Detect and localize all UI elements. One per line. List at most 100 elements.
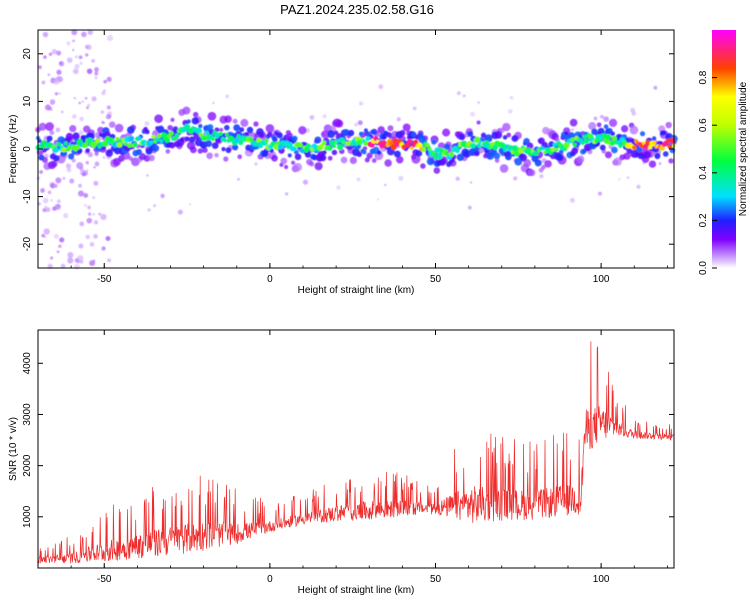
spectrogram-noise-blob (107, 258, 112, 263)
spectrogram-band-blob (319, 154, 327, 162)
spectrogram-band-blob (168, 142, 176, 149)
spectrogram-ridge-blob (427, 147, 432, 152)
spectrogram-noise-blob (284, 192, 289, 196)
spectrogram-noise-blob (653, 85, 658, 90)
spectrogram-halo-blob (506, 132, 512, 138)
spectrogram-halo-blob (271, 154, 278, 162)
spectrogram-noise-blob (593, 116, 598, 121)
spectrogram-ridge-blob (137, 136, 142, 141)
spectrogram-band-blob (37, 138, 42, 144)
spectrogram-ridge-blob (416, 142, 423, 148)
spectrogram-noise-blob (76, 260, 81, 264)
spectrogram-ridge-blob (363, 140, 369, 146)
spectrogram-halo-blob (207, 111, 217, 121)
spectrogram-band-blob (184, 136, 190, 142)
spectrogram-noise-blob (41, 233, 45, 238)
spectrogram-noise-blob (78, 130, 84, 136)
spectrogram-noise-blob (85, 53, 89, 57)
spectrogram-y-tick-label: 10 (22, 95, 33, 107)
spectrogram-noise-blob (86, 68, 93, 75)
spectrogram-noise-blob (74, 55, 78, 59)
spectrogram-ridge-blob (605, 134, 612, 140)
spectrogram-x-axis-label: Height of straight line (km) (298, 285, 415, 296)
spectrogram-ridge-blob (336, 139, 340, 143)
spectrogram-noise-blob (100, 213, 107, 221)
spectrogram-noise-blob (56, 50, 62, 56)
spectrogram-noise-blob (456, 91, 461, 96)
snr-x-tick-label: -50 (97, 574, 112, 585)
spectrogram-noise-blob (89, 260, 96, 267)
spectrogram-ridge-blob (618, 143, 623, 149)
spectrogram-ridge-blob (441, 152, 446, 157)
spectrogram-halo-blob (206, 152, 213, 160)
spectrogram-band-blob (179, 137, 185, 142)
spectrogram-noise-blob (72, 48, 75, 52)
spectrogram-noise-blob (43, 55, 47, 59)
spectrogram-band-blob (603, 124, 609, 129)
spectrogram-band-blob (426, 157, 435, 166)
spectrogram-noise-blob (79, 221, 85, 227)
spectrogram-halo-blob (170, 117, 175, 123)
spectrogram-noise-blob (57, 76, 64, 83)
spectrogram-noise-blob (396, 117, 401, 122)
spectrogram-ridge-blob (83, 142, 89, 148)
spectrogram-noise-blob (539, 174, 544, 179)
spectrogram-ridge-blob (381, 140, 387, 145)
spectrogram-halo-blob (224, 115, 232, 123)
snr-x-tick-label: 100 (593, 574, 610, 585)
spectrogram-halo-blob (293, 162, 303, 172)
spectrogram-ridge-blob (115, 137, 120, 142)
spectrogram-noise-blob (86, 106, 89, 110)
spectrogram-halo-blob (433, 167, 441, 174)
spectrogram-ridge-blob (256, 137, 261, 143)
spectrogram-ridge-blob (337, 144, 344, 151)
spectrogram-band-blob (287, 153, 292, 158)
spectrogram-halo-blob (45, 122, 54, 131)
spectrogram-ridge-blob (511, 145, 519, 152)
spectrogram-band-blob (294, 153, 302, 161)
spectrogram-halo-blob (76, 162, 84, 170)
spectrogram-marks (35, 29, 678, 270)
spectrogram-noise-blob (177, 209, 183, 215)
spectrogram-halo-blob (214, 152, 219, 158)
spectrogram-band-blob (644, 151, 651, 159)
spectrogram-ridge-blob (218, 131, 223, 136)
spectrogram-noise-blob (59, 237, 65, 243)
spectrogram-noise-blob (188, 203, 192, 206)
spectrogram-band-blob (46, 135, 53, 142)
spectrogram-ridge-blob (233, 137, 240, 144)
spectrogram-band-blob (105, 149, 113, 157)
spectrogram-noise-blob (67, 165, 70, 168)
spectrogram-noise-blob (302, 179, 309, 185)
spectrogram-band-blob (291, 135, 298, 142)
spectrogram-noise-blob (107, 114, 112, 119)
spectrogram-noise-blob (87, 205, 91, 210)
spectrogram-ridge-blob (102, 140, 109, 147)
spectrogram-ridge-blob (128, 135, 135, 142)
spectrogram-band-blob (377, 150, 382, 155)
snr-x-ticks: -50 0 50 100 (37, 330, 668, 585)
spectrogram-ridge-blob (390, 143, 397, 151)
spectrogram-halo-blob (232, 118, 238, 124)
spectrogram-band-blob (494, 131, 503, 139)
spectrogram-halo-blob (253, 121, 259, 127)
spectrogram-noise-blob (44, 104, 51, 111)
spectrogram-noise-blob (87, 212, 92, 216)
spectrogram-ridge-blob (155, 137, 160, 142)
spectrogram-noise-blob (101, 91, 106, 96)
spectrogram-noise-blob (47, 190, 52, 195)
spectrogram-band-blob (272, 136, 278, 143)
spectrogram-halo-blob (613, 157, 622, 166)
spectrogram-ridge-blob (327, 146, 333, 151)
spectrogram-noise-blob (309, 115, 315, 120)
spectrogram-halo-blob (280, 157, 288, 165)
spectrogram-band-blob (654, 153, 661, 160)
spectrogram-ridge-blob (572, 142, 577, 147)
spectrogram-band-blob (511, 135, 519, 142)
spectrogram-ridge-blob (329, 140, 335, 146)
spectrogram-ridge-blob (75, 144, 81, 150)
colorbar: 0.0 0.2 0.4 0.6 0.8 Normalized spectral ampl… (698, 30, 749, 275)
spectrogram-noise-blob (56, 250, 60, 254)
